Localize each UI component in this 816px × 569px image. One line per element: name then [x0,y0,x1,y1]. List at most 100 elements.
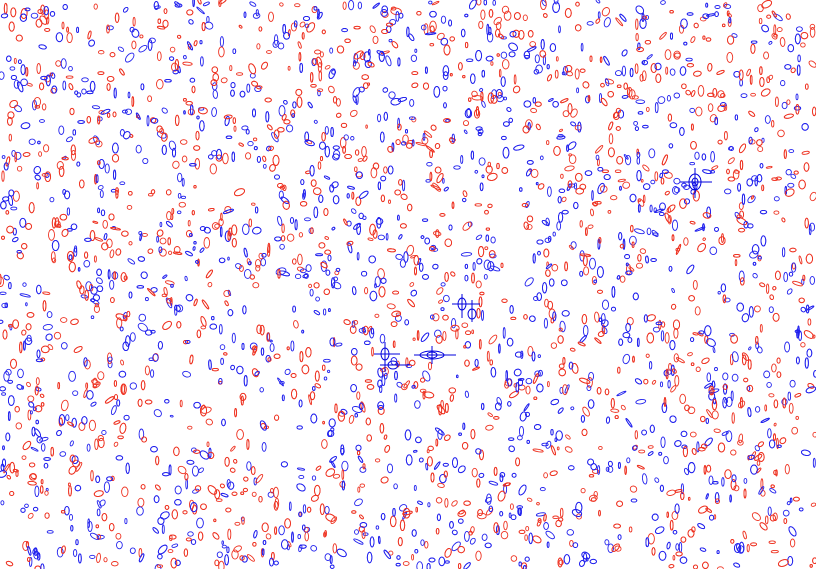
negative-contour [460,155,464,164]
negative-contour [109,279,115,290]
negative-contour [636,337,640,348]
positive-contour [279,2,284,7]
positive-contour [264,97,272,103]
positive-contour [436,287,444,295]
negative-contour [554,437,558,442]
negative-contour [185,250,193,257]
negative-contour [485,55,494,62]
positive-contour [731,412,735,424]
positive-contour [568,244,574,251]
negative-contour [481,309,484,321]
positive-contour [120,359,125,366]
negative-contour [142,157,149,165]
negative-contour [66,207,71,216]
negative-contour [411,139,415,147]
positive-contour [727,19,732,27]
negative-contour [657,96,666,104]
negative-contour [13,105,23,113]
negative-contour [199,120,205,132]
negative-contour [246,461,252,471]
positive-contour [402,561,410,566]
positive-contour [318,70,323,82]
positive-contour [106,24,110,34]
negative-contour [72,549,78,557]
negative-contour [331,181,339,189]
positive-contour [96,552,101,564]
negative-contour [117,46,125,52]
negative-contour [463,129,468,135]
positive-contour [223,289,231,298]
positive-contour [119,422,127,434]
positive-contour [478,296,483,308]
negative-contour [161,144,167,156]
positive-contour [93,255,97,263]
negative-contour [62,80,67,91]
positive-contour [193,184,197,189]
negative-contour [787,44,795,53]
negative-contour [755,341,760,350]
negative-contour [294,273,302,280]
negative-contour [768,439,776,449]
positive-contour [209,163,217,175]
positive-contour [642,194,646,204]
negative-contour [10,74,17,81]
negative-contour [502,327,506,339]
positive-contour [750,92,756,97]
negative-contour [299,268,307,274]
positive-contour [236,72,244,76]
negative-contour [107,356,113,362]
negative-contour [464,108,473,119]
positive-contour [381,28,389,35]
positive-contour [608,121,614,131]
positive-contour [783,113,794,119]
negative-contour [763,370,771,379]
positive-contour [675,357,685,364]
negative-contour [116,540,123,550]
negative-contour [146,115,150,127]
negative-contour [458,432,462,436]
negative-contour [785,169,792,176]
positive-contour [56,161,64,170]
positive-contour [697,84,705,97]
negative-contour [341,460,349,472]
positive-contour [503,520,508,531]
negative-contour [353,538,364,545]
negative-contour [797,54,801,63]
positive-contour [222,152,229,165]
negative-contour [204,21,214,30]
negative-contour [259,387,264,393]
positive-contour [291,388,298,400]
positive-contour [773,24,777,36]
negative-contour [249,72,256,79]
negative-contour [532,253,536,264]
negative-contour [211,107,217,118]
negative-contour [679,127,685,136]
positive-contour [463,500,471,506]
negative-contour [787,182,795,188]
negative-contour [279,381,285,385]
positive-contour [738,202,744,210]
positive-contour [312,187,322,196]
negative-contour [19,293,31,298]
positive-contour [734,259,738,267]
positive-contour [802,274,806,282]
positive-contour [686,63,695,68]
positive-contour [666,511,669,518]
negative-contour [547,186,552,197]
positive-contour [614,169,622,173]
positive-contour [753,305,761,313]
positive-contour [645,106,650,112]
negative-contour [654,102,659,114]
negative-contour [539,487,546,492]
positive-contour [234,521,241,526]
positive-contour [115,532,122,540]
positive-contour [776,437,779,450]
negative-contour [235,263,242,270]
negative-contour [634,228,645,235]
negative-contour [635,99,646,104]
positive-contour [451,500,458,507]
negative-contour [754,445,760,452]
negative-contour [712,346,716,354]
negative-contour [239,90,246,98]
positive-contour [427,361,433,371]
